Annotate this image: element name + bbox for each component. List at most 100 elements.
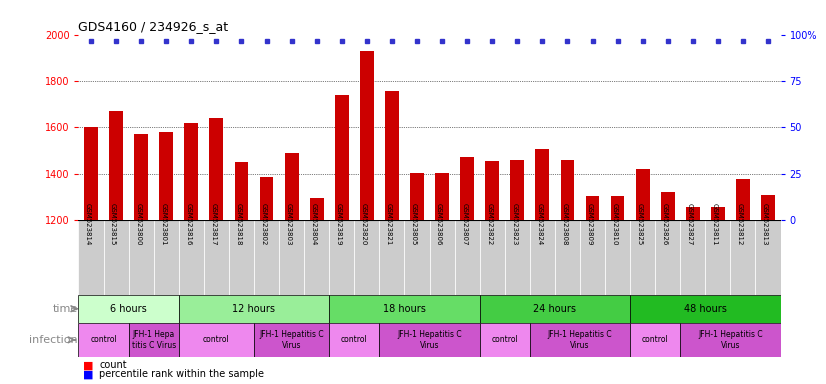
- Bar: [335, 95, 349, 220]
- Bar: [630, 295, 781, 323]
- Bar: [178, 220, 204, 295]
- Text: percentile rank within the sample: percentile rank within the sample: [99, 369, 264, 379]
- Bar: [681, 323, 781, 357]
- Text: GSM523816: GSM523816: [185, 202, 192, 245]
- Text: GSM523812: GSM523812: [737, 203, 743, 245]
- Bar: [410, 172, 424, 220]
- Text: 48 hours: 48 hours: [684, 304, 727, 314]
- Bar: [580, 220, 605, 295]
- Bar: [210, 118, 223, 220]
- Text: JFH-1 Hepatitis C
Virus: JFH-1 Hepatitis C Virus: [698, 330, 762, 349]
- Text: GSM523823: GSM523823: [511, 203, 517, 245]
- Bar: [681, 220, 705, 295]
- Bar: [379, 220, 405, 295]
- Bar: [379, 323, 480, 357]
- Text: GSM523813: GSM523813: [762, 202, 768, 245]
- Bar: [254, 323, 330, 357]
- Text: control: control: [90, 335, 117, 344]
- Bar: [610, 196, 624, 220]
- Text: JFH-1 Hepa
titis C Virus: JFH-1 Hepa titis C Virus: [131, 330, 176, 349]
- Bar: [630, 220, 655, 295]
- Text: GSM523808: GSM523808: [562, 202, 567, 245]
- Text: GSM523811: GSM523811: [712, 202, 718, 245]
- Bar: [360, 51, 373, 220]
- Text: 6 hours: 6 hours: [110, 304, 147, 314]
- Text: time: time: [53, 304, 78, 314]
- Text: JFH-1 Hepatitis C
Virus: JFH-1 Hepatitis C Virus: [259, 330, 324, 349]
- Text: GSM523803: GSM523803: [286, 202, 292, 245]
- Bar: [636, 169, 649, 220]
- Bar: [178, 323, 254, 357]
- Bar: [330, 323, 379, 357]
- Bar: [330, 295, 480, 323]
- Bar: [454, 220, 480, 295]
- Text: infection: infection: [30, 335, 78, 345]
- Bar: [135, 134, 148, 220]
- Bar: [354, 220, 379, 295]
- Bar: [235, 162, 249, 220]
- Bar: [756, 220, 781, 295]
- Bar: [184, 122, 198, 220]
- Text: GSM523807: GSM523807: [461, 202, 468, 245]
- Text: GSM523801: GSM523801: [160, 202, 166, 245]
- Bar: [686, 207, 700, 220]
- Text: ■: ■: [83, 369, 93, 379]
- Bar: [480, 295, 630, 323]
- Bar: [78, 295, 178, 323]
- Bar: [486, 161, 499, 220]
- Bar: [711, 207, 724, 220]
- Text: GSM523825: GSM523825: [637, 203, 643, 245]
- Bar: [159, 132, 173, 220]
- Bar: [605, 220, 630, 295]
- Text: ■: ■: [83, 360, 93, 370]
- Bar: [705, 220, 730, 295]
- Text: GSM523820: GSM523820: [361, 203, 367, 245]
- Text: GSM523815: GSM523815: [110, 203, 116, 245]
- Bar: [480, 323, 529, 357]
- Bar: [129, 220, 154, 295]
- Text: control: control: [491, 335, 518, 344]
- Bar: [555, 220, 580, 295]
- Bar: [204, 220, 229, 295]
- Text: JFH-1 Hepatitis C
Virus: JFH-1 Hepatitis C Virus: [548, 330, 612, 349]
- Bar: [78, 220, 103, 295]
- Text: GSM523802: GSM523802: [260, 203, 267, 245]
- Bar: [661, 192, 675, 220]
- Text: GDS4160 / 234926_s_at: GDS4160 / 234926_s_at: [78, 20, 229, 33]
- Bar: [435, 172, 449, 220]
- Bar: [178, 295, 330, 323]
- Text: GSM523826: GSM523826: [662, 203, 667, 245]
- Bar: [460, 157, 474, 220]
- Bar: [84, 127, 98, 220]
- Bar: [103, 220, 129, 295]
- Text: GSM523814: GSM523814: [85, 203, 91, 245]
- Bar: [736, 179, 750, 220]
- Bar: [78, 323, 129, 357]
- Text: 12 hours: 12 hours: [232, 304, 276, 314]
- Text: GSM523827: GSM523827: [686, 203, 693, 245]
- Text: GSM523824: GSM523824: [536, 203, 543, 245]
- Text: control: control: [341, 335, 368, 344]
- Text: 24 hours: 24 hours: [534, 304, 577, 314]
- Text: GSM523810: GSM523810: [611, 202, 618, 245]
- Bar: [586, 196, 600, 220]
- Bar: [730, 220, 756, 295]
- Text: GSM523817: GSM523817: [211, 202, 216, 245]
- Bar: [561, 160, 574, 220]
- Text: GSM523822: GSM523822: [487, 203, 492, 245]
- Text: GSM523805: GSM523805: [411, 203, 417, 245]
- Bar: [480, 220, 505, 295]
- Bar: [630, 323, 681, 357]
- Text: GSM523809: GSM523809: [586, 202, 592, 245]
- Bar: [129, 323, 178, 357]
- Text: GSM523821: GSM523821: [386, 203, 392, 245]
- Text: 18 hours: 18 hours: [383, 304, 426, 314]
- Bar: [529, 323, 630, 357]
- Bar: [279, 220, 304, 295]
- Bar: [154, 220, 178, 295]
- Bar: [229, 220, 254, 295]
- Bar: [510, 160, 525, 220]
- Text: GSM523818: GSM523818: [235, 202, 241, 245]
- Bar: [285, 153, 298, 220]
- Bar: [535, 149, 549, 220]
